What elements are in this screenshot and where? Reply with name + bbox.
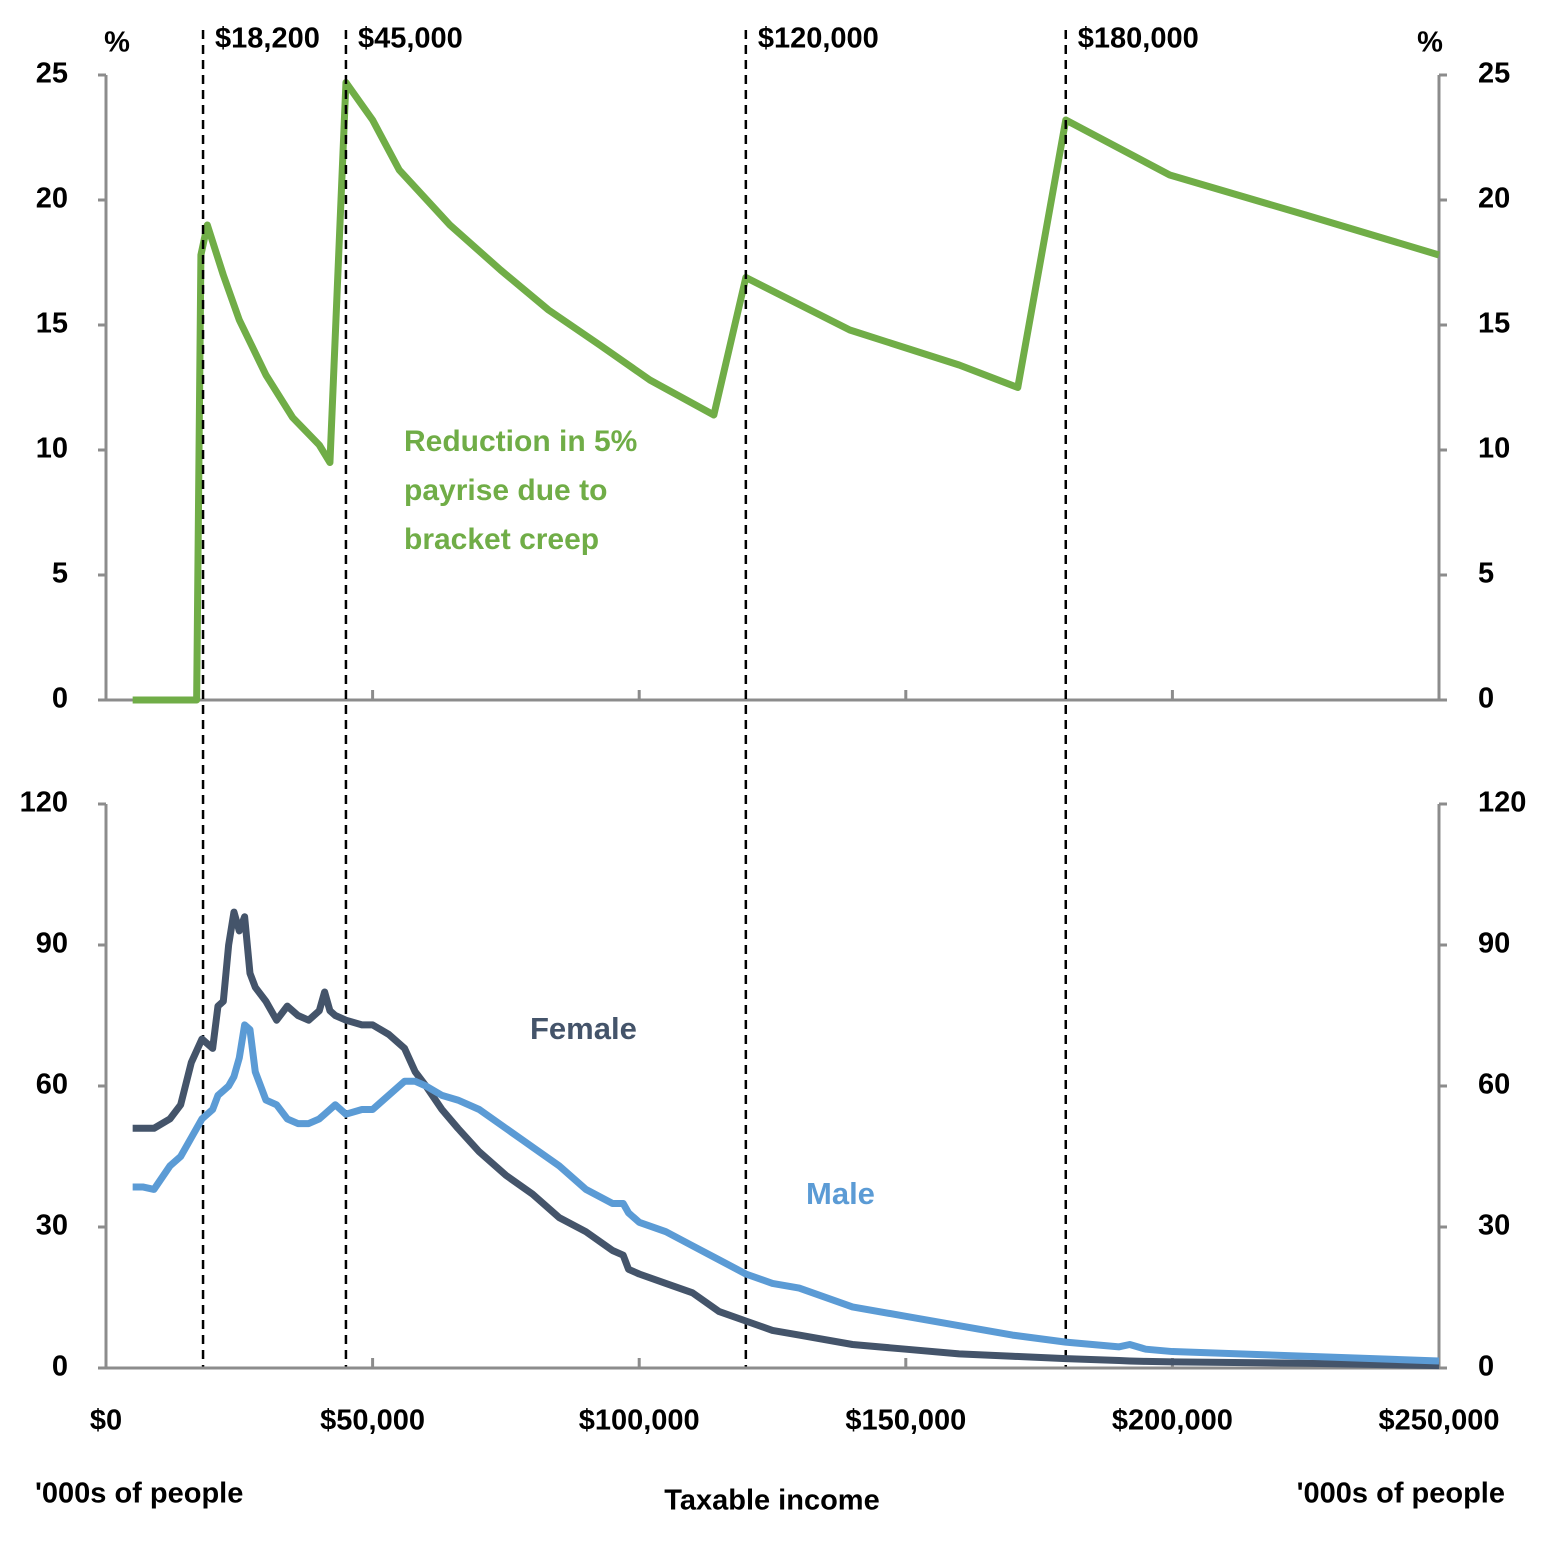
y-tick-label: 10 (36, 433, 68, 465)
threshold-label: $45,000 (358, 23, 463, 55)
y-tick-label-right: 60 (1478, 1069, 1510, 1101)
y-tick-label: 90 (36, 928, 68, 960)
series-label: Reduction in 5% payrise due to bracket c… (404, 425, 638, 556)
series-label: Female (530, 1011, 637, 1046)
threshold-label: $18,200 (215, 23, 320, 55)
y-tick-label-right: 120 (1478, 787, 1526, 819)
x-axis-title: Taxable income (664, 1485, 879, 1517)
x-tick-label: $50,000 (320, 1405, 425, 1437)
series-label: Male (806, 1176, 875, 1211)
threshold-label: $120,000 (758, 23, 879, 55)
y-unit-label: % (104, 27, 130, 59)
y-tick-label: 120 (20, 787, 68, 819)
y-unit-label-right: '000s of people (1297, 1478, 1505, 1510)
y-unit-label-right: % (1417, 27, 1443, 59)
y-tick-label-right: 15 (1478, 308, 1510, 340)
y-tick-label-right: 25 (1478, 58, 1510, 90)
y-tick-label: 5 (52, 558, 68, 590)
y-tick-label-right: 30 (1478, 1210, 1510, 1242)
y-tick-label-right: 90 (1478, 928, 1510, 960)
y-tick-label-right: 20 (1478, 183, 1510, 215)
y-tick-label: 30 (36, 1210, 68, 1242)
y-tick-label: 0 (52, 1351, 68, 1383)
x-tick-label: $0 (90, 1405, 122, 1437)
y-tick-label: 15 (36, 308, 68, 340)
series-line (132, 908, 1440, 1370)
y-tick-label: 60 (36, 1069, 68, 1101)
x-tick-label: $200,000 (1112, 1405, 1233, 1437)
y-tick-label: 20 (36, 183, 68, 215)
y-tick-label-right: 10 (1478, 433, 1510, 465)
y-tick-label: 0 (52, 683, 68, 715)
y-unit-label: '000s of people (35, 1478, 243, 1510)
threshold-label: $180,000 (1078, 23, 1199, 55)
x-tick-label: $150,000 (845, 1405, 966, 1437)
series-line (132, 1021, 1440, 1365)
y-tick-label: 25 (36, 58, 68, 90)
y-tick-label-right: 0 (1478, 683, 1494, 715)
x-tick-label: $250,000 (1379, 1405, 1500, 1437)
y-tick-label-right: 0 (1478, 1351, 1494, 1383)
x-tick-label: $100,000 (579, 1405, 700, 1437)
series-line (132, 79, 1441, 704)
y-tick-label-right: 5 (1478, 558, 1494, 590)
